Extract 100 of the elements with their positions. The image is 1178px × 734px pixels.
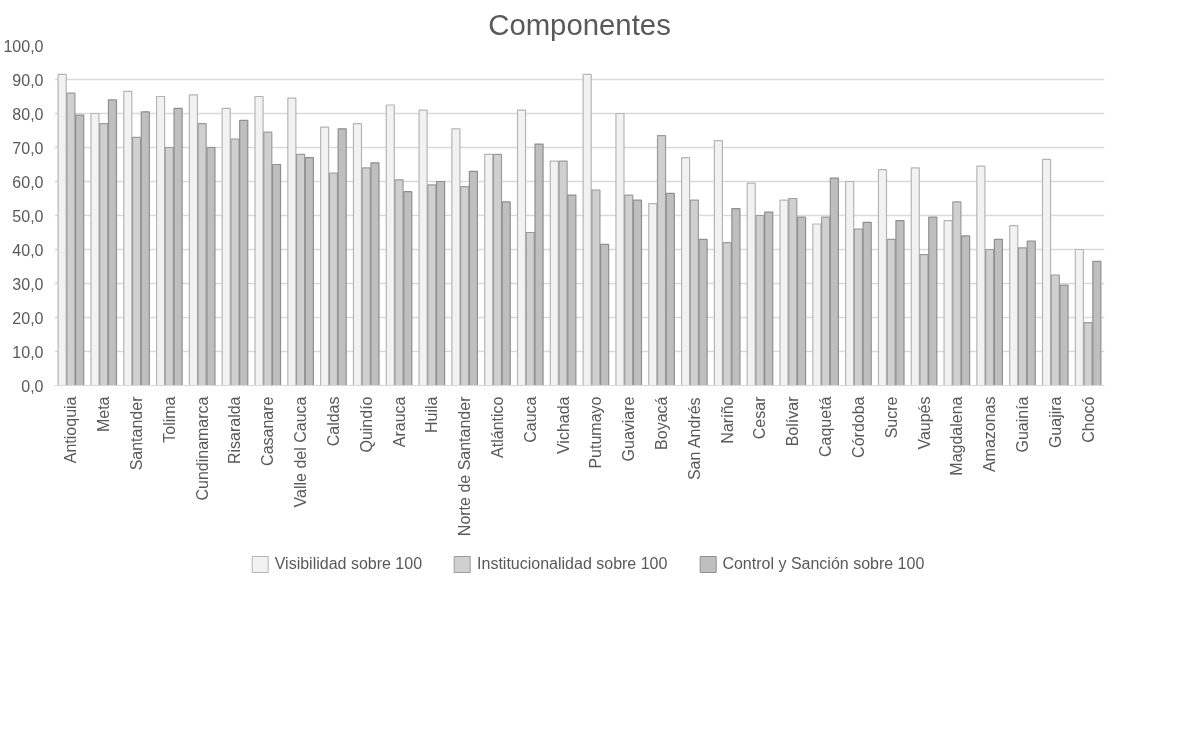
x-tick-label: Caldas <box>324 396 342 447</box>
x-tick-label: Meta <box>95 396 113 433</box>
bar <box>779 199 789 386</box>
bar <box>895 220 905 386</box>
bar <box>1026 240 1036 386</box>
bar <box>254 95 264 386</box>
bar <box>1092 260 1102 386</box>
bar <box>943 220 953 386</box>
y-tick-label: 30,0 <box>12 275 44 293</box>
bar <box>1059 284 1069 386</box>
bar <box>516 109 527 386</box>
x-tick-label: Cauca <box>521 396 539 443</box>
bar <box>632 199 643 386</box>
x-tick-label: Amazonas <box>981 396 999 473</box>
bar <box>57 73 67 386</box>
bar <box>418 109 428 386</box>
bar <box>845 180 855 386</box>
bar <box>287 97 297 386</box>
y-tick-label: 10,0 <box>12 343 44 361</box>
x-tick-label: Córdoba <box>849 396 867 458</box>
legend-label: Institucionalidad sobre 100 <box>477 555 668 573</box>
bar <box>680 157 691 386</box>
x-tick-label: Vichada <box>554 396 572 455</box>
x-tick-label: Tolima <box>160 396 178 443</box>
bar <box>812 223 822 386</box>
bar <box>698 238 708 386</box>
x-tick-label: Quindío <box>357 396 375 453</box>
bar <box>304 157 314 386</box>
y-tick-label: 80,0 <box>12 105 44 123</box>
y-tick-label: 60,0 <box>12 173 44 191</box>
x-tick-label: Risaralda <box>226 396 244 465</box>
x-tick-label: Casanare <box>259 396 277 466</box>
bar <box>239 119 249 386</box>
bar <box>993 238 1004 386</box>
bar <box>123 90 133 386</box>
y-tick-label: 90,0 <box>12 71 44 89</box>
bar <box>910 167 920 386</box>
bar <box>155 95 166 386</box>
x-tick-label: Vaupés <box>915 396 933 450</box>
y-tick-label: 100,0 <box>3 37 44 55</box>
x-tick-label: Antioquia <box>62 396 80 464</box>
x-tick-label: Putumayo <box>587 396 605 469</box>
chart-title: Componentes <box>488 7 671 41</box>
bar <box>764 211 774 386</box>
x-tick-label: Boyacá <box>653 396 671 450</box>
x-tick-label: Atlántico <box>488 396 506 458</box>
x-tick-label: Arauca <box>390 396 408 448</box>
x-tick-label: Bolívar <box>784 395 802 447</box>
bar <box>1074 248 1084 386</box>
bar <box>90 112 100 386</box>
bar <box>435 180 446 386</box>
bar <box>370 162 380 386</box>
bar <box>615 112 625 386</box>
x-tick-label: Caquetá <box>817 396 835 457</box>
bar <box>731 208 741 386</box>
bar <box>862 221 872 386</box>
bar <box>352 123 363 386</box>
bar <box>320 126 330 386</box>
x-tick-label: San Andrés <box>685 397 703 481</box>
x-tick-label: Sucre <box>882 396 900 439</box>
bar <box>1041 158 1052 386</box>
bar <box>173 107 183 386</box>
bar <box>206 146 216 386</box>
bar <box>271 163 282 386</box>
y-tick-label: 70,0 <box>12 139 44 157</box>
x-tick-label: Santander <box>128 395 146 471</box>
bar <box>534 143 544 386</box>
x-tick-label: Guainía <box>1013 396 1031 453</box>
x-tick-label: Guaviare <box>620 396 638 462</box>
bar <box>829 177 839 386</box>
x-tick-label: Cesar <box>751 395 769 440</box>
y-tick-label: 40,0 <box>12 241 44 259</box>
bar <box>582 73 592 386</box>
bar <box>960 235 971 386</box>
bar <box>600 243 610 386</box>
x-tick-label: Guajira <box>1046 396 1064 449</box>
bar <box>928 216 938 386</box>
bar <box>501 201 511 386</box>
bar <box>140 111 150 386</box>
bar <box>451 128 461 386</box>
bar <box>648 203 658 386</box>
x-tick-label: Valle del Cauca <box>292 396 310 508</box>
x-tick-label: Chocó <box>1079 396 1097 443</box>
legend-label: Control y Sanción sobre 100 <box>722 555 925 573</box>
x-tick-label: Norte de Santander <box>456 395 474 537</box>
y-tick-label: 0,0 <box>21 377 44 395</box>
bar <box>1009 225 1019 386</box>
bar <box>107 99 118 386</box>
y-tick-label: 20,0 <box>12 309 44 327</box>
x-tick-label: Cundinamarca <box>193 396 211 501</box>
bar <box>665 192 675 386</box>
bar <box>567 194 577 386</box>
x-tick-label: Huila <box>423 396 441 433</box>
bar <box>75 114 85 386</box>
x-tick-label: Nariño <box>718 396 736 444</box>
bar <box>713 140 724 386</box>
bar <box>877 169 888 386</box>
bar <box>976 165 986 386</box>
bar <box>337 128 347 386</box>
x-tick-label: Magdalena <box>948 396 966 476</box>
